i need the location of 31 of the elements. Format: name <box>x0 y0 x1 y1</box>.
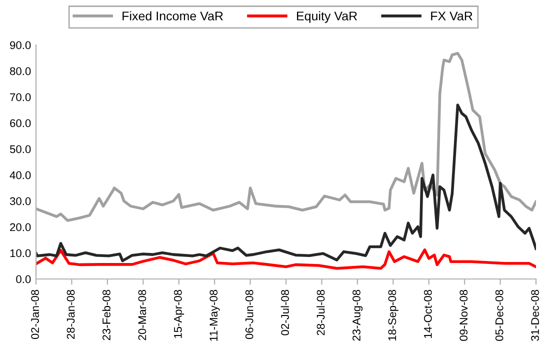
legend-label: FX VaR <box>431 12 472 20</box>
y-tick-label: 20.0 <box>10 223 31 232</box>
x-tick-label: 05-Dec-08 <box>495 290 504 341</box>
y-tick-label: 60.0 <box>10 119 31 128</box>
y-tick-label: 70.0 <box>10 93 31 102</box>
x-tick-label: 15-Apr-08 <box>174 290 184 338</box>
y-tick-label: 50.0 <box>10 145 31 154</box>
x-tick-label: 31-Dec-08 <box>531 290 539 341</box>
y-tick-label: 30.0 <box>10 197 31 206</box>
x-tick-label: 28-Jan-08 <box>66 290 75 339</box>
y-tick-label: 10.0 <box>10 249 31 258</box>
line-series <box>36 104 536 262</box>
x-tick-label: 23-Aug-08 <box>352 290 363 341</box>
x-tick-label: 28-Jul-08 <box>316 290 325 336</box>
x-tick-label: 18-Sep-08 <box>388 290 398 340</box>
line-series <box>36 52 536 222</box>
x-tick-label: 14-Oct-08 <box>424 290 432 338</box>
legend-label: Equity VaR <box>297 11 357 23</box>
y-tick-label: 0.0 <box>16 275 31 284</box>
x-tick-label: 20-Mar-08 <box>138 290 146 340</box>
x-tick-label: 06-Jun-08 <box>245 290 254 340</box>
x-tick-label: 02-Jul-08 <box>280 290 289 336</box>
line-series <box>36 248 536 270</box>
y-tick-label: 90.0 <box>10 41 31 50</box>
y-tick-label: 80.0 <box>10 67 31 76</box>
y-tick-label: 40.0 <box>10 171 31 180</box>
legend-label: Fixed Income VaR <box>122 11 223 20</box>
x-tick-label: 09-Nov-08 <box>460 290 468 341</box>
x-tick-label: 02-Jan-08 <box>31 290 39 340</box>
x-tick-label: 23-Feb-08 <box>102 290 110 340</box>
x-tick-label: 11-May-08 <box>210 290 220 341</box>
